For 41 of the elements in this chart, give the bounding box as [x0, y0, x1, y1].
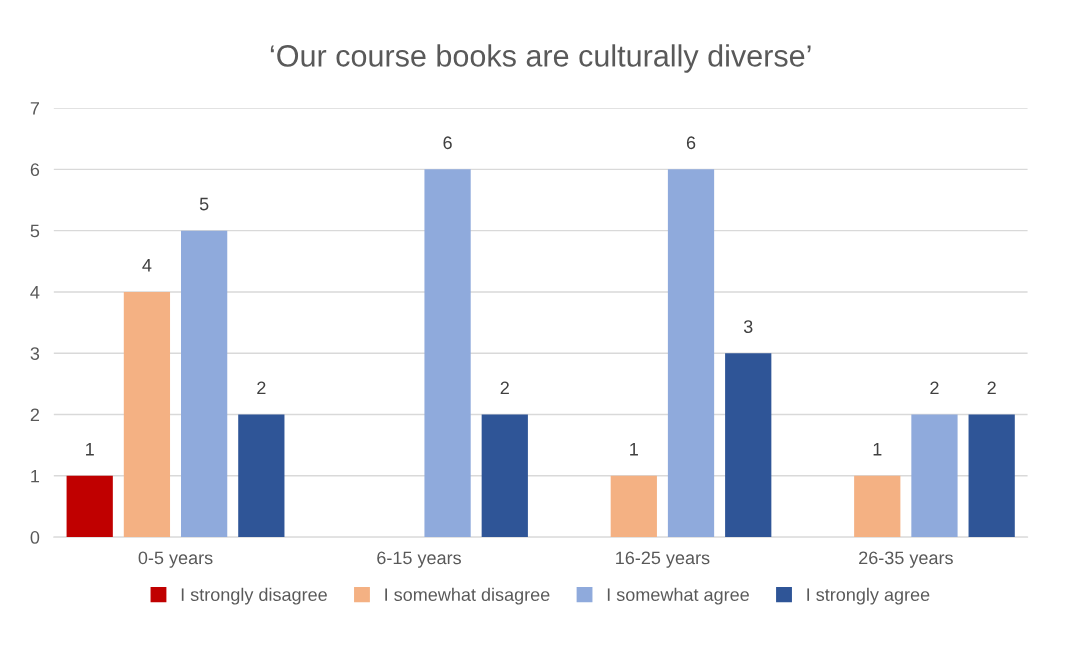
- y-tick-label: 6: [30, 163, 40, 177]
- bar: [66, 475, 113, 538]
- chart-title: ‘Our course books are culturally diverse’: [270, 44, 811, 73]
- legend-label: I strongly disagree: [181, 587, 327, 605]
- bar: [610, 475, 657, 538]
- legend-label: I somewhat disagree: [385, 587, 550, 605]
- bar: [424, 169, 471, 538]
- y-tick-label: 4: [30, 286, 40, 299]
- data-label: 5: [199, 197, 209, 211]
- x-tick-label: 16-25 years: [616, 551, 710, 568]
- bar: [911, 414, 958, 538]
- bar: [725, 353, 772, 538]
- data-label: 3: [743, 320, 753, 333]
- data-label: 2: [257, 381, 266, 395]
- data-label: 2: [500, 381, 509, 395]
- data-label: 4: [142, 259, 152, 272]
- x-tick-label: 0-5 years: [138, 551, 213, 568]
- data-label: 1: [630, 442, 638, 456]
- data-label: 2: [987, 381, 996, 395]
- y-tick-label: 2: [30, 408, 40, 422]
- data-label: 6: [443, 136, 452, 150]
- legend-label: I somewhat agree: [607, 587, 749, 605]
- bar: [123, 291, 171, 538]
- y-tick-label: 1: [31, 469, 40, 483]
- bar: [481, 414, 528, 538]
- y-tick-label: 3: [30, 347, 40, 360]
- bar: [667, 169, 715, 538]
- y-tick-label: 5: [30, 224, 40, 238]
- x-tick-label: 26-35 years: [859, 551, 953, 568]
- bar: [968, 414, 1015, 538]
- bar: [854, 475, 901, 538]
- y-tick-label: 7: [30, 102, 40, 115]
- x-tick-label: 6-15 years: [377, 551, 461, 568]
- data-label: 1: [86, 442, 94, 456]
- data-label: 1: [873, 442, 882, 456]
- y-tick-label: 0: [30, 531, 40, 544]
- data-label: 2: [930, 381, 939, 395]
- bar: [238, 414, 285, 538]
- legend-label: I strongly agree: [807, 587, 930, 605]
- data-label: 6: [686, 136, 696, 150]
- bar: [181, 230, 228, 538]
